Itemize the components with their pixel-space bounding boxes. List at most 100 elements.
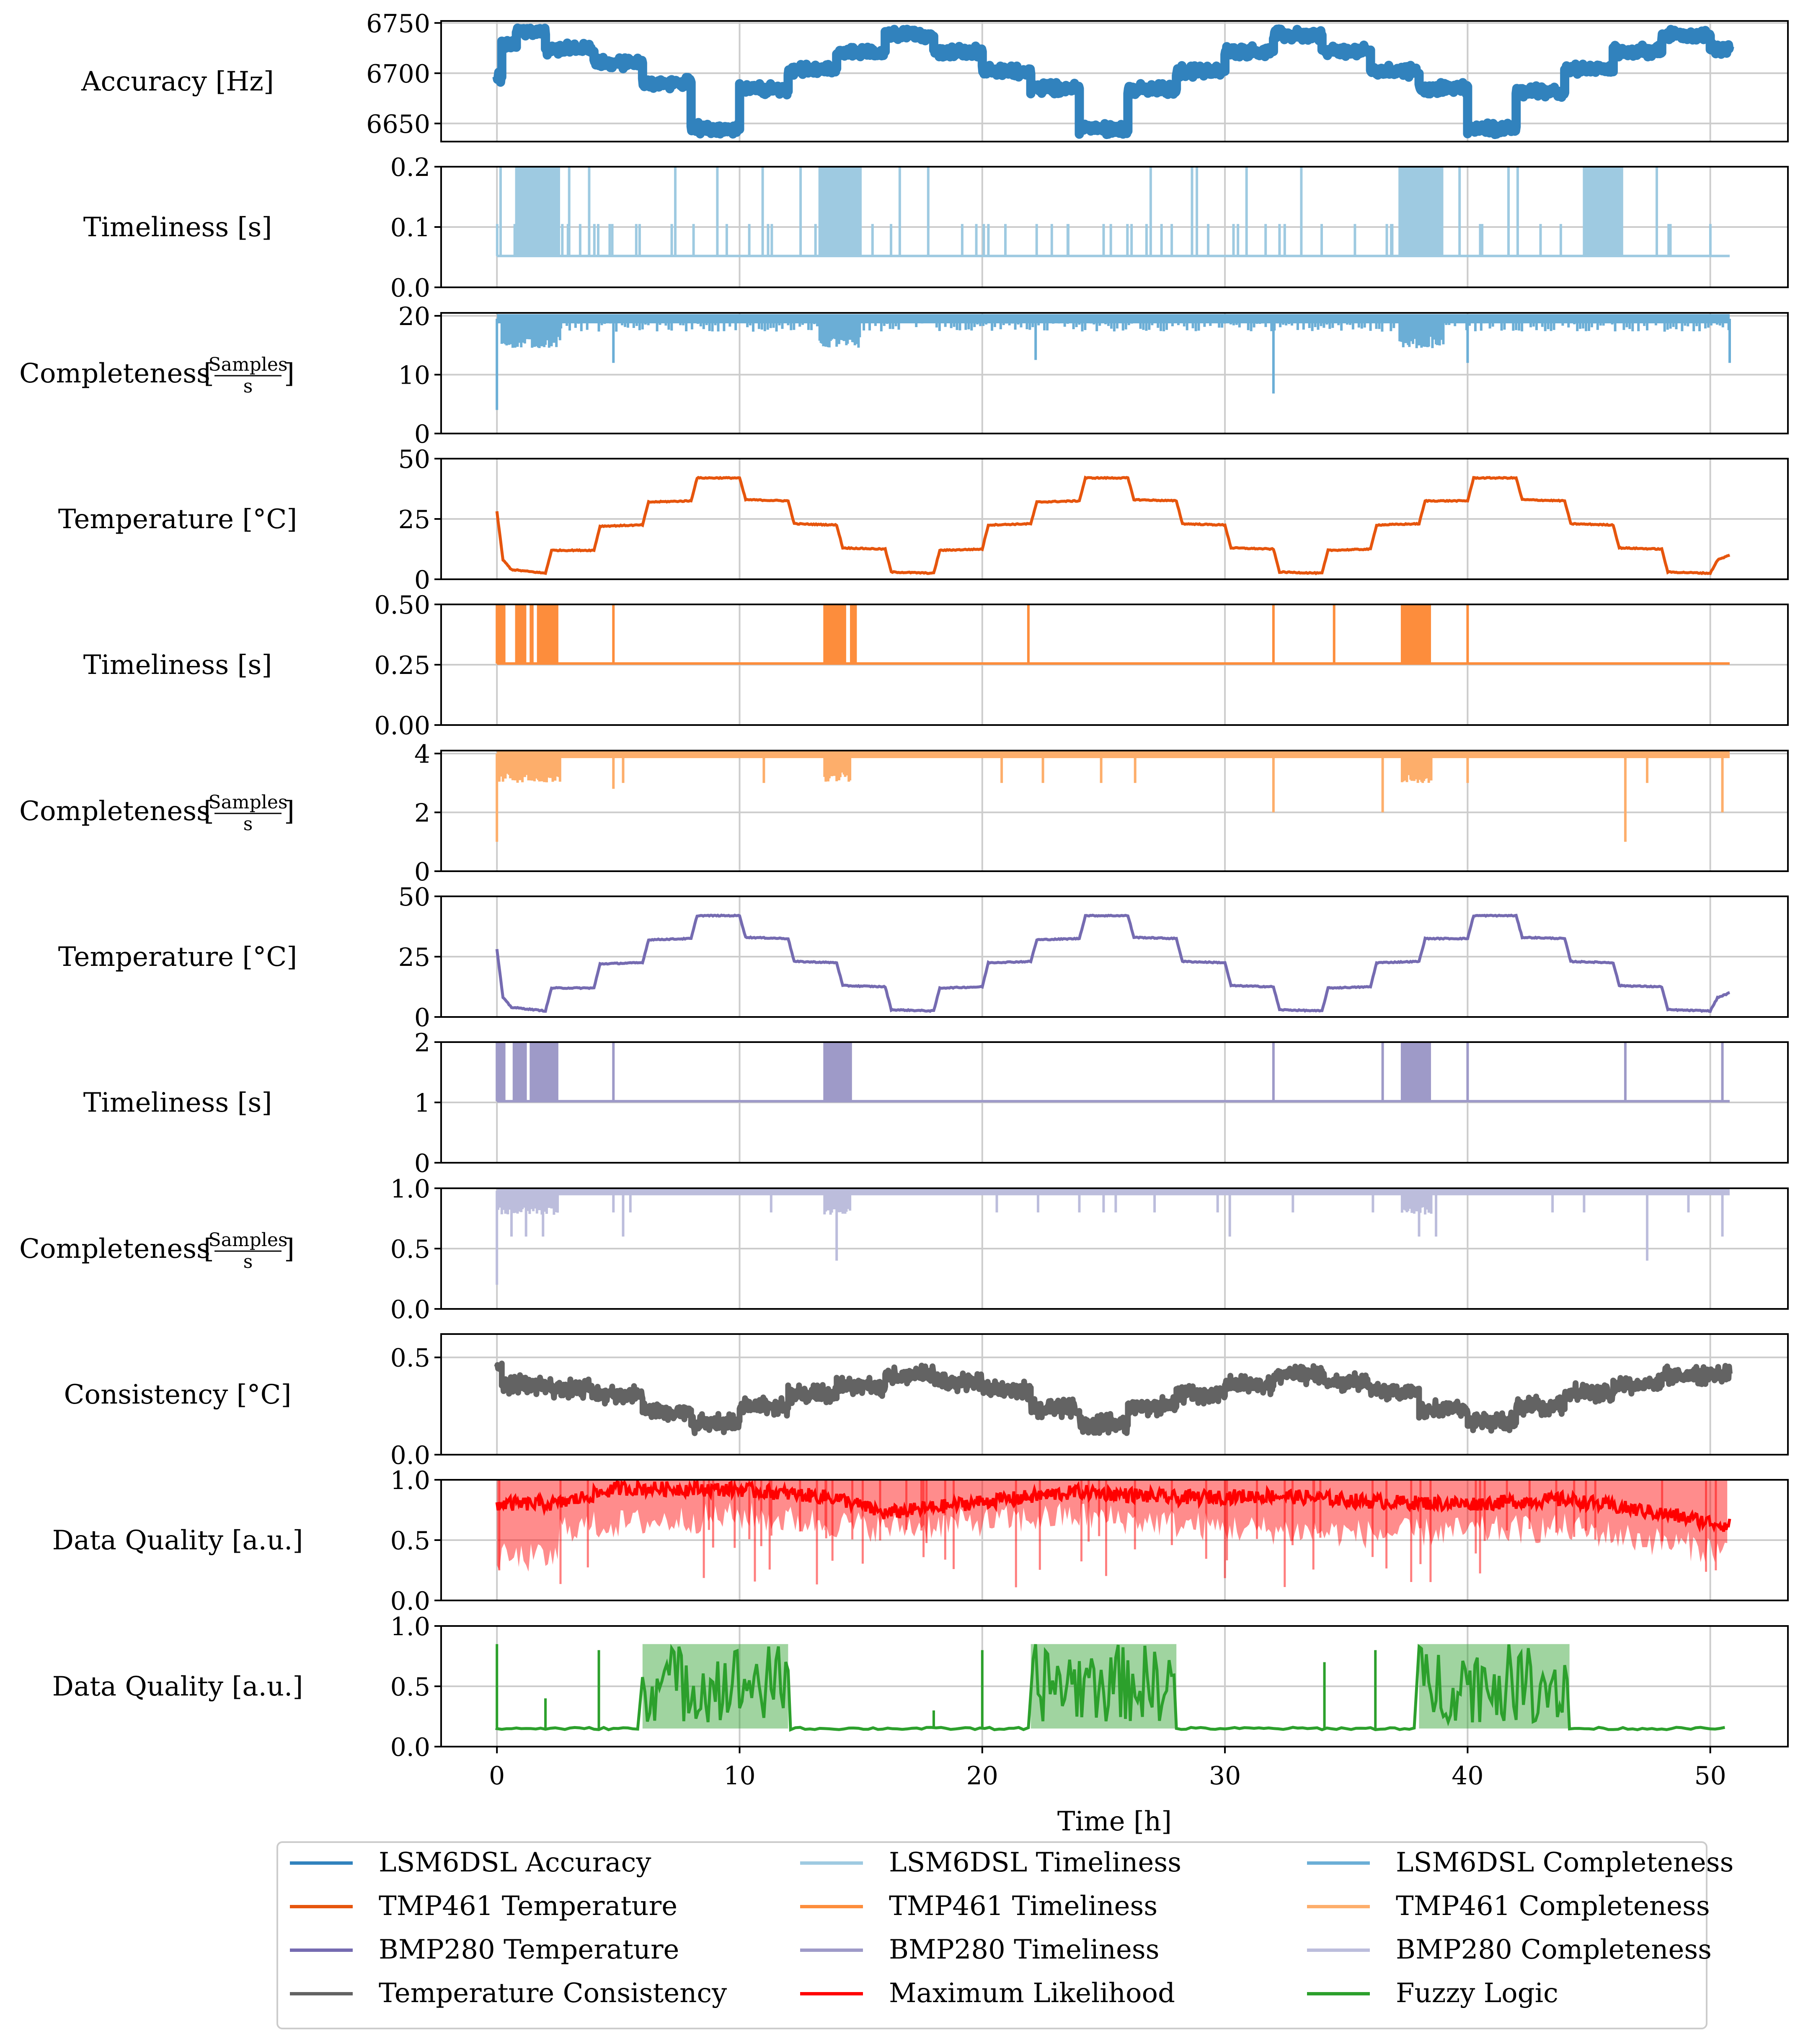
legend-label: LSM6DSL Completeness <box>1396 1847 1733 1878</box>
fuzzy-logic-line <box>495 1644 1726 1732</box>
series-p9 <box>496 1188 1730 1285</box>
panel-p2: 0.0 0.1 0.2 Timeliness [s] <box>83 153 1789 303</box>
legend-item: LSM6DSL Accuracy <box>290 1847 651 1878</box>
legend-label: TMP461 Temperature <box>379 1891 677 1922</box>
bmp280-temperature-line <box>495 913 1730 1013</box>
temperature-consistency-line <box>494 1360 1733 1436</box>
y-tick-label: 0.00 <box>374 711 430 741</box>
y-tick-label: 1.0 <box>390 1174 430 1204</box>
y-tick-label: 0.5 <box>390 1526 430 1556</box>
y-tick-label: 1 <box>414 1089 430 1118</box>
y-tick-label: 10 <box>398 361 430 390</box>
x-axis: 0 10 20 30 40 50 Time [h] <box>489 1747 1726 1837</box>
y-tick-label: 6700 <box>366 59 430 89</box>
spikes <box>496 604 1469 664</box>
legend-item: BMP280 Completeness <box>1307 1934 1712 1965</box>
y-label-numerator: Samples <box>209 354 288 375</box>
legend-label: TMP461 Completeness <box>1396 1891 1710 1922</box>
series-p1 <box>492 23 1734 139</box>
bracket-open: [ <box>204 796 214 827</box>
legend-item: Temperature Consistency <box>290 1978 727 2009</box>
legend-label: BMP280 Completeness <box>1396 1934 1712 1965</box>
series-p12 <box>495 1644 1726 1732</box>
x-tick-label: 50 <box>1694 1761 1726 1791</box>
y-label-denominator: s <box>243 376 253 397</box>
y-tick-label: 4 <box>414 740 430 769</box>
y-axis-label: Temperature [°C] <box>58 942 297 973</box>
panel-p10: 0.0 0.5 Consistency [°C] <box>64 1333 1789 1470</box>
panel-p12: 0.0 0.5 1.0 Data Quality [a.u.] <box>52 1612 1789 1762</box>
series-p4 <box>495 475 1731 576</box>
y-axis-label: Timeliness [s] <box>83 1087 272 1118</box>
y-tick-label: 6650 <box>366 110 430 139</box>
legend-item: TMP461 Temperature <box>290 1891 677 1922</box>
legend-label: Fuzzy Logic <box>1396 1978 1558 2009</box>
x-tick-label: 10 <box>723 1761 755 1791</box>
lsm6dsl-accuracy-line <box>492 23 1734 139</box>
panel-p4: 0 25 50 Temperature [°C] <box>58 445 1789 595</box>
y-tick-label: 0.2 <box>390 153 430 182</box>
y-tick-label: 0 <box>414 857 430 887</box>
legend-item: LSM6DSL Timeliness <box>800 1847 1181 1878</box>
y-tick-label: 0.5 <box>390 1344 430 1373</box>
axes-frame <box>440 312 1789 434</box>
axes-frame <box>440 750 1789 872</box>
bracket-open: [ <box>204 358 214 389</box>
panel-p8: 0 1 2 Timeliness [s] <box>83 1028 1789 1178</box>
series-p7 <box>495 913 1730 1013</box>
y-axis-label: Timeliness [s] <box>83 212 272 243</box>
axes-frame <box>440 1333 1789 1456</box>
y-tick-label: 0.0 <box>390 1587 430 1616</box>
legend-item: BMP280 Temperature <box>290 1934 679 1965</box>
y-axis-label: Data Quality [a.u.] <box>52 1525 303 1556</box>
panel-p5: 0.00 0.25 0.50 Timeliness [s] <box>83 591 1789 741</box>
axes-frame <box>440 20 1789 142</box>
tmp461-temperature-line <box>495 475 1731 576</box>
bracket-close: ] <box>284 358 294 389</box>
legend-item: Maximum Likelihood <box>800 1978 1175 2009</box>
x-axis-label: Time [h] <box>1057 1806 1172 1837</box>
y-axis-label: Accuracy [Hz] <box>81 66 274 97</box>
legend-item: BMP280 Timeliness <box>800 1934 1160 1965</box>
y-tick-label: 0.5 <box>390 1235 430 1264</box>
legend: LSM6DSL Accuracy LSM6DSL Timeliness LSM6DS… <box>276 1841 1733 2029</box>
series-p8 <box>496 1042 1730 1103</box>
y-tick-label: 0.25 <box>374 651 430 680</box>
y-label-numerator: Samples <box>209 1229 288 1251</box>
legend-label: LSM6DSL Accuracy <box>379 1847 651 1878</box>
spikes <box>496 1042 1724 1102</box>
legend-label: Maximum Likelihood <box>889 1978 1175 2009</box>
legend-item: Fuzzy Logic <box>1307 1978 1558 2009</box>
series-p2 <box>496 167 1730 258</box>
y-tick-label: 20 <box>398 302 430 331</box>
legend-label: TMP461 Timeliness <box>889 1891 1157 1922</box>
y-label-denominator: s <box>243 1251 253 1272</box>
y-axis-label: Timeliness [s] <box>83 650 272 681</box>
y-tick-label: 0 <box>414 1149 430 1178</box>
bracket-close: ] <box>284 796 294 827</box>
legend-item: TMP461 Completeness <box>1307 1891 1710 1922</box>
series-p6 <box>496 751 1730 842</box>
y-tick-label: 0.0 <box>390 1295 430 1324</box>
y-axis-label: Completeness <box>19 358 210 389</box>
y-tick-label: 0 <box>414 420 430 449</box>
legend-box <box>276 1841 1707 2029</box>
panel-p1: 6650 6700 6750 Accuracy [Hz] <box>81 9 1789 142</box>
series-p11 <box>495 1480 1731 1587</box>
legend-label: LSM6DSL Timeliness <box>889 1847 1181 1878</box>
y-tick-label: 0 <box>414 565 430 595</box>
panels: 6650 6700 6750 Accuracy [Hz] 0.0 0.1 0.2 Timeli… <box>19 9 1789 1762</box>
y-tick-label: 25 <box>398 943 430 972</box>
y-tick-label: 0.0 <box>390 1733 430 1762</box>
legend-label: BMP280 Timeliness <box>889 1934 1160 1965</box>
dips <box>496 319 1731 410</box>
y-axis-label: Data Quality [a.u.] <box>52 1671 303 1702</box>
legend-item: TMP461 Timeliness <box>800 1891 1157 1922</box>
legend-label: BMP280 Temperature <box>379 1934 679 1965</box>
x-tick-label: 0 <box>489 1761 505 1791</box>
y-tick-label: 2 <box>414 1028 430 1058</box>
y-tick-label: 25 <box>398 505 430 534</box>
y-tick-label: 0.1 <box>390 213 430 243</box>
